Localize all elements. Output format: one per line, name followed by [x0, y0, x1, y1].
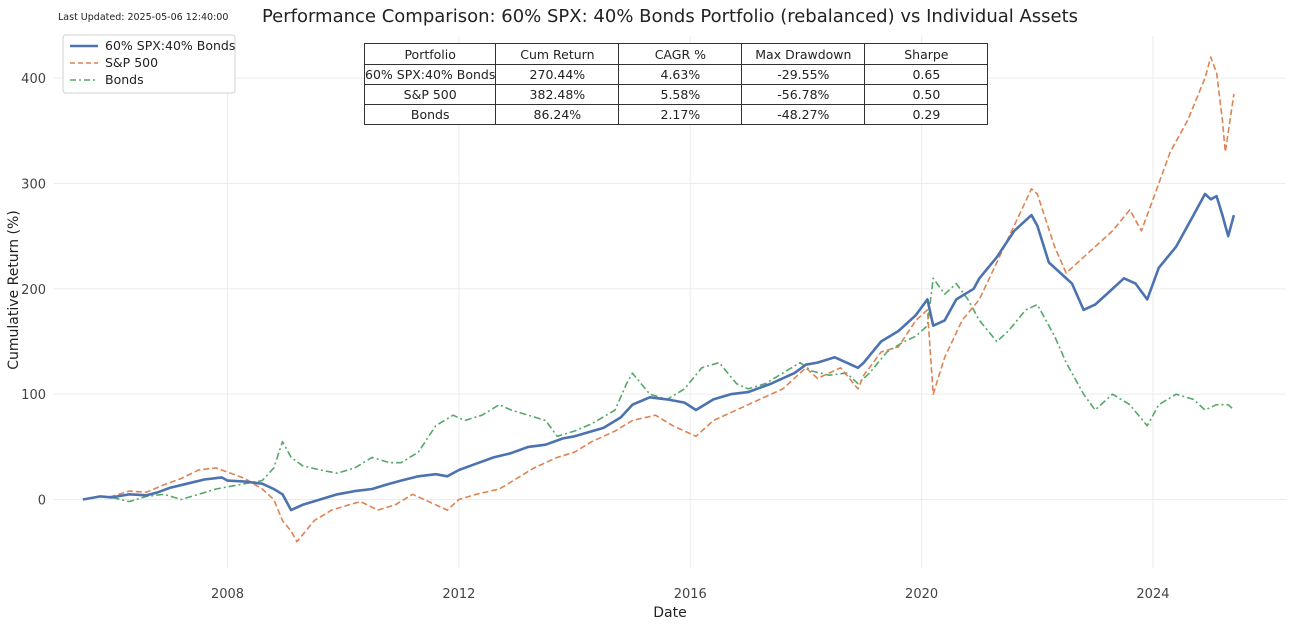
y-tick-label: 0 [38, 494, 46, 509]
table-cell: 382.48% [495, 84, 620, 105]
table-header-cell: Portfolio [363, 43, 497, 65]
y-tick-label: 100 [21, 388, 46, 403]
x-axis-label: Date [653, 605, 686, 621]
table-row: 60% SPX:40% Bonds 270.44% 4.63% -29.55% … [363, 64, 989, 85]
chart-title: Performance Comparison: 60% SPX: 40% Bon… [262, 6, 1078, 27]
last-updated-label: Last Updated: 2025-05-06 12:40:00 [58, 12, 228, 23]
stats-table: Portfolio Cum Return CAGR % Max Drawdown… [363, 43, 989, 125]
table-cell: 60% SPX:40% Bonds [363, 64, 497, 85]
table-header-cell: CAGR % [618, 43, 743, 65]
legend-box [62, 34, 236, 94]
table-cell: -48.27% [741, 104, 866, 125]
table-cell: 4.63% [618, 64, 743, 85]
y-axis-label: Cumulative Return (%) [6, 210, 22, 370]
table-cell: 0.50 [864, 84, 989, 105]
table-cell: 2.17% [618, 104, 743, 125]
series-line [82, 277, 1235, 503]
table-header-cell: Sharpe [864, 43, 989, 65]
table-cell: -29.55% [741, 64, 866, 85]
table-header-cell: Cum Return [495, 43, 620, 65]
table-cell: 270.44% [495, 64, 620, 85]
x-tick-label: 2016 [674, 587, 707, 602]
table-cell: 0.65 [864, 64, 989, 85]
axis-ticks: 0 100 200 300 400 2008 2012 2016 2020 2024 [21, 72, 1169, 602]
legend-label: 60% SPX:40% Bonds [105, 38, 235, 53]
table-cell: -56.78% [741, 84, 866, 105]
legend-label: S&P 500 [105, 55, 158, 70]
table-cell: 86.24% [495, 104, 620, 125]
table-cell: S&P 500 [363, 84, 497, 105]
legend: 60% SPX:40% Bonds S&P 500 Bonds [62, 34, 236, 94]
legend-label: Bonds [105, 72, 144, 87]
table-header-cell: Max Drawdown [741, 43, 866, 65]
table-cell: Bonds [363, 104, 497, 125]
table-header-row: Portfolio Cum Return CAGR % Max Drawdown… [363, 43, 989, 65]
x-tick-label: 2020 [905, 587, 938, 602]
table-row: S&P 500 382.48% 5.58% -56.78% 0.50 [363, 84, 989, 105]
series-lines [82, 56, 1236, 543]
x-tick-label: 2012 [442, 587, 475, 602]
x-tick-label: 2024 [1136, 587, 1169, 602]
x-tick-label: 2008 [211, 587, 244, 602]
table-row: Bonds 86.24% 2.17% -48.27% 0.29 [363, 104, 989, 125]
series-line [82, 56, 1235, 543]
y-tick-label: 300 [21, 177, 46, 192]
table-cell: 0.29 [864, 104, 989, 125]
series-line [82, 192, 1236, 512]
y-tick-label: 400 [21, 72, 46, 87]
table-cell: 5.58% [618, 84, 743, 105]
y-tick-label: 200 [21, 283, 46, 298]
